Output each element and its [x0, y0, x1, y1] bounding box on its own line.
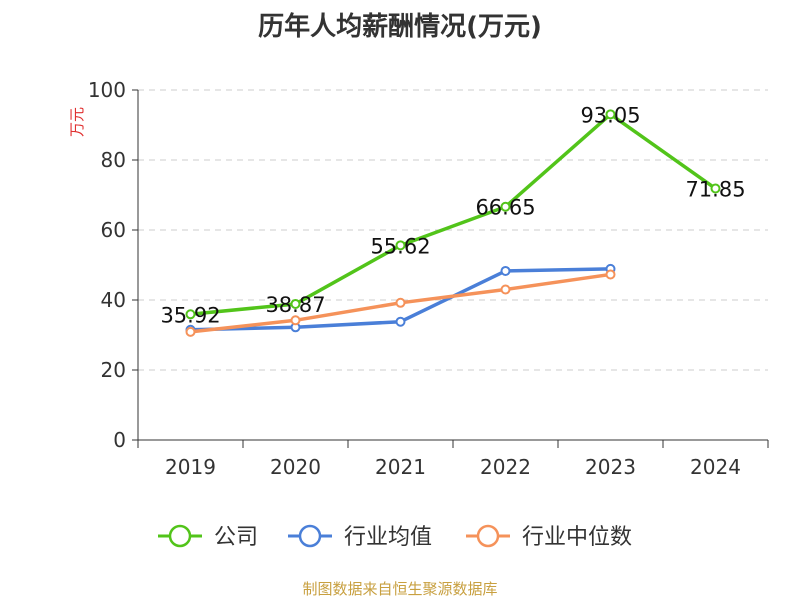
data-label: 93.05: [580, 103, 640, 127]
source-footer: 制图数据来自恒生聚源数据库: [302, 580, 498, 598]
data-point: [500, 265, 511, 276]
y-tick-label: 0: [113, 428, 126, 452]
y-tick-label: 40: [101, 288, 126, 312]
data-point: [605, 269, 616, 280]
y-tick-label: 80: [101, 148, 126, 172]
data-point: [290, 315, 301, 326]
legend-label: 公司: [214, 525, 258, 550]
y-tick-label: 20: [101, 358, 126, 382]
line-chart: 0 20 40 60 80 100 2019 2020 2021 2022 2023 2024 万元 3…: [68, 78, 769, 550]
x-tick-label: 2021: [375, 455, 426, 479]
x-tick-label: 2022: [480, 455, 531, 479]
legend-item: 行业均值: [288, 524, 432, 550]
series-line-0: [190, 112, 717, 317]
data-label: 38.87: [265, 293, 325, 317]
data-point: [605, 109, 616, 120]
data-point: [185, 309, 196, 320]
data-point: [500, 201, 511, 212]
data-label: 55.62: [370, 234, 430, 258]
data-point: [290, 298, 301, 309]
grid-lines: [138, 89, 768, 371]
y-tick-label: 60: [101, 218, 126, 242]
x-tick-label: 2020: [270, 455, 321, 479]
legend-label: 行业中位数: [522, 525, 632, 550]
x-tick-label: 2023: [585, 455, 636, 479]
data-labels: 35.92 38.87 55.62 66.65 93.05 71.85: [160, 103, 745, 327]
data-label: 35.92: [160, 303, 220, 327]
series-group: [185, 109, 721, 337]
legend-marker: [168, 524, 192, 548]
data-point: [710, 183, 721, 194]
data-point: [185, 326, 196, 337]
chart-title: 历年人均薪酬情况(万元): [258, 12, 542, 42]
legend-marker: [298, 524, 322, 548]
data-label: 66.65: [475, 196, 535, 220]
y-tick-label: 100: [88, 78, 126, 102]
data-point: [395, 316, 406, 327]
x-tick-label: 2019: [165, 455, 216, 479]
legend-label: 行业均值: [344, 525, 432, 550]
data-point: [395, 297, 406, 308]
data-point: [395, 240, 406, 251]
y-axis-label: 万元: [68, 107, 86, 137]
legend-item: 行业中位数: [466, 524, 632, 550]
legend: 公司 行业均值 行业中位数: [158, 524, 632, 550]
data-label: 71.85: [685, 178, 745, 202]
axes: 0 20 40 60 80 100 2019 2020 2021 2022 2023 2024 万元: [68, 78, 769, 479]
legend-marker: [476, 524, 500, 548]
legend-item: 公司: [158, 524, 258, 550]
data-point: [500, 284, 511, 295]
x-tick-label: 2024: [690, 455, 741, 479]
